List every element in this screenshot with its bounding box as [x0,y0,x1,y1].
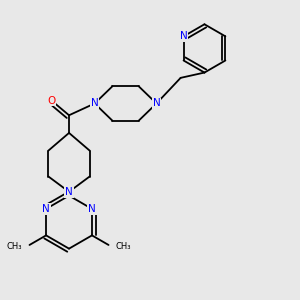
Text: O: O [47,95,56,106]
Text: CH₃: CH₃ [116,242,131,251]
Text: N: N [65,187,73,197]
Text: CH₃: CH₃ [7,242,22,251]
Text: N: N [88,204,96,214]
Text: N: N [180,31,188,41]
Text: N: N [153,98,160,109]
Text: N: N [91,98,98,109]
Text: N: N [42,204,50,214]
